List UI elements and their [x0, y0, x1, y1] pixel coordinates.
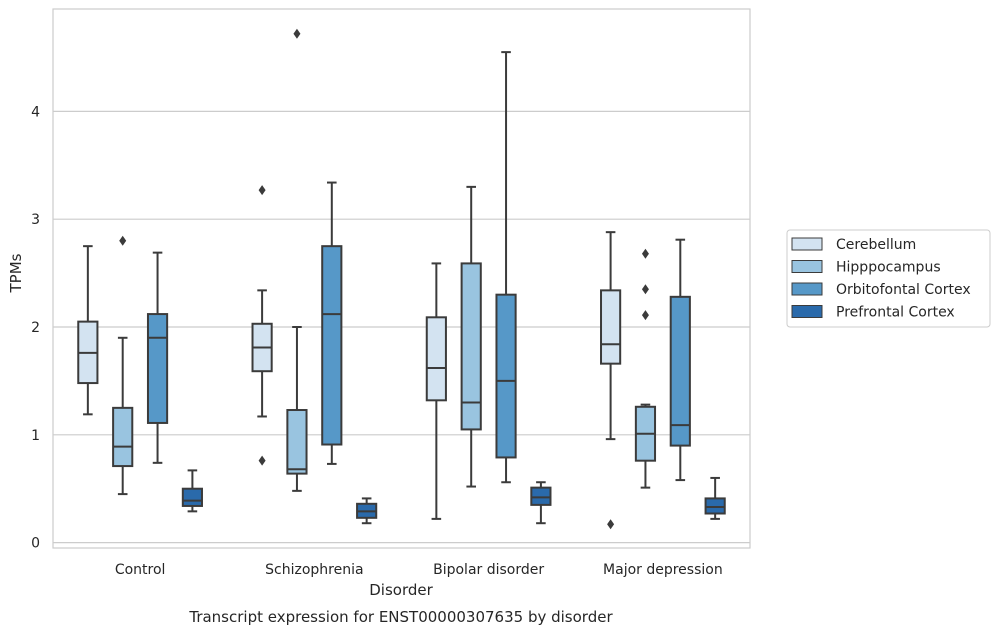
legend-swatch: [791, 260, 823, 273]
box-iqr: [495, 293, 517, 459]
box-iqr: [460, 262, 482, 431]
box-iqr: [181, 487, 203, 507]
box: [321, 181, 343, 465]
box: [286, 28, 308, 492]
y-tick-labels: 0 1 2 3 4: [31, 104, 40, 551]
y-tick-label: 2: [31, 320, 40, 336]
box-iqr: [600, 289, 622, 365]
box: [600, 231, 622, 530]
box-iqr: [286, 409, 308, 475]
y-axis-title: TPMs: [7, 253, 25, 293]
plot-area: [52, 8, 751, 549]
legend-swatch: [791, 237, 823, 251]
box: [634, 248, 657, 489]
x-tick-label: Major depression: [603, 562, 723, 578]
legend-label: Prefrontal Cortex: [836, 305, 955, 321]
box: [251, 185, 273, 466]
outlier-marker: [258, 185, 266, 196]
outlier-marker: [641, 284, 649, 295]
y-tick-label: 3: [31, 212, 40, 228]
y-tick-label: 1: [31, 428, 40, 444]
chart-title: Transcript expression for ENST0000030763…: [188, 608, 613, 626]
x-tick-label: Schizophrenia: [265, 562, 363, 578]
box: [112, 235, 134, 496]
box: [704, 476, 726, 520]
outlier-marker: [293, 28, 301, 39]
box: [460, 185, 482, 488]
outlier-marker: [119, 235, 127, 246]
box: [669, 238, 691, 482]
x-tick-labels: Control Schizophrenia Bipolar disorder Majo…: [115, 562, 723, 578]
box-iqr: [530, 486, 552, 506]
x-tick-label: Bipolar disorder: [433, 562, 544, 578]
box-iqr: [425, 316, 447, 402]
outlier-marker: [641, 248, 649, 259]
x-tick-label: Control: [115, 562, 166, 578]
box-iqr: [112, 406, 134, 468]
legend-swatch: [791, 282, 823, 296]
box: [425, 262, 447, 520]
legend: Cerebellum Hipppocampus Orbitofontal Corte…: [786, 229, 991, 328]
box-iqr: [669, 295, 691, 447]
box-iqr: [146, 313, 169, 424]
y-tick-label: 4: [31, 104, 40, 120]
box-iqr: [321, 245, 343, 446]
box: [77, 245, 99, 416]
x-axis-title: Disorder: [369, 581, 433, 599]
box-iqr: [704, 497, 726, 515]
legend-swatch: [791, 305, 823, 318]
legend-label: Orbitofontal Cortex: [836, 282, 971, 298]
legend-label: Hipppocampus: [836, 260, 941, 276]
outlier-marker: [258, 455, 266, 466]
box: [356, 497, 378, 525]
box-groups: [77, 28, 726, 530]
box: [146, 251, 169, 464]
y-tick-label: 0: [31, 536, 40, 552]
legend-label: Cerebellum: [836, 237, 916, 253]
box: [181, 469, 203, 513]
outlier-marker: [607, 519, 615, 530]
grid-lines: [53, 110, 750, 544]
outlier-marker: [641, 310, 649, 321]
box: [530, 481, 552, 525]
legend-frame: [786, 229, 991, 328]
box: [495, 51, 517, 484]
